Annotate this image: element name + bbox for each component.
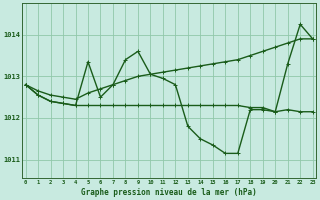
X-axis label: Graphe pression niveau de la mer (hPa): Graphe pression niveau de la mer (hPa)	[81, 188, 257, 197]
